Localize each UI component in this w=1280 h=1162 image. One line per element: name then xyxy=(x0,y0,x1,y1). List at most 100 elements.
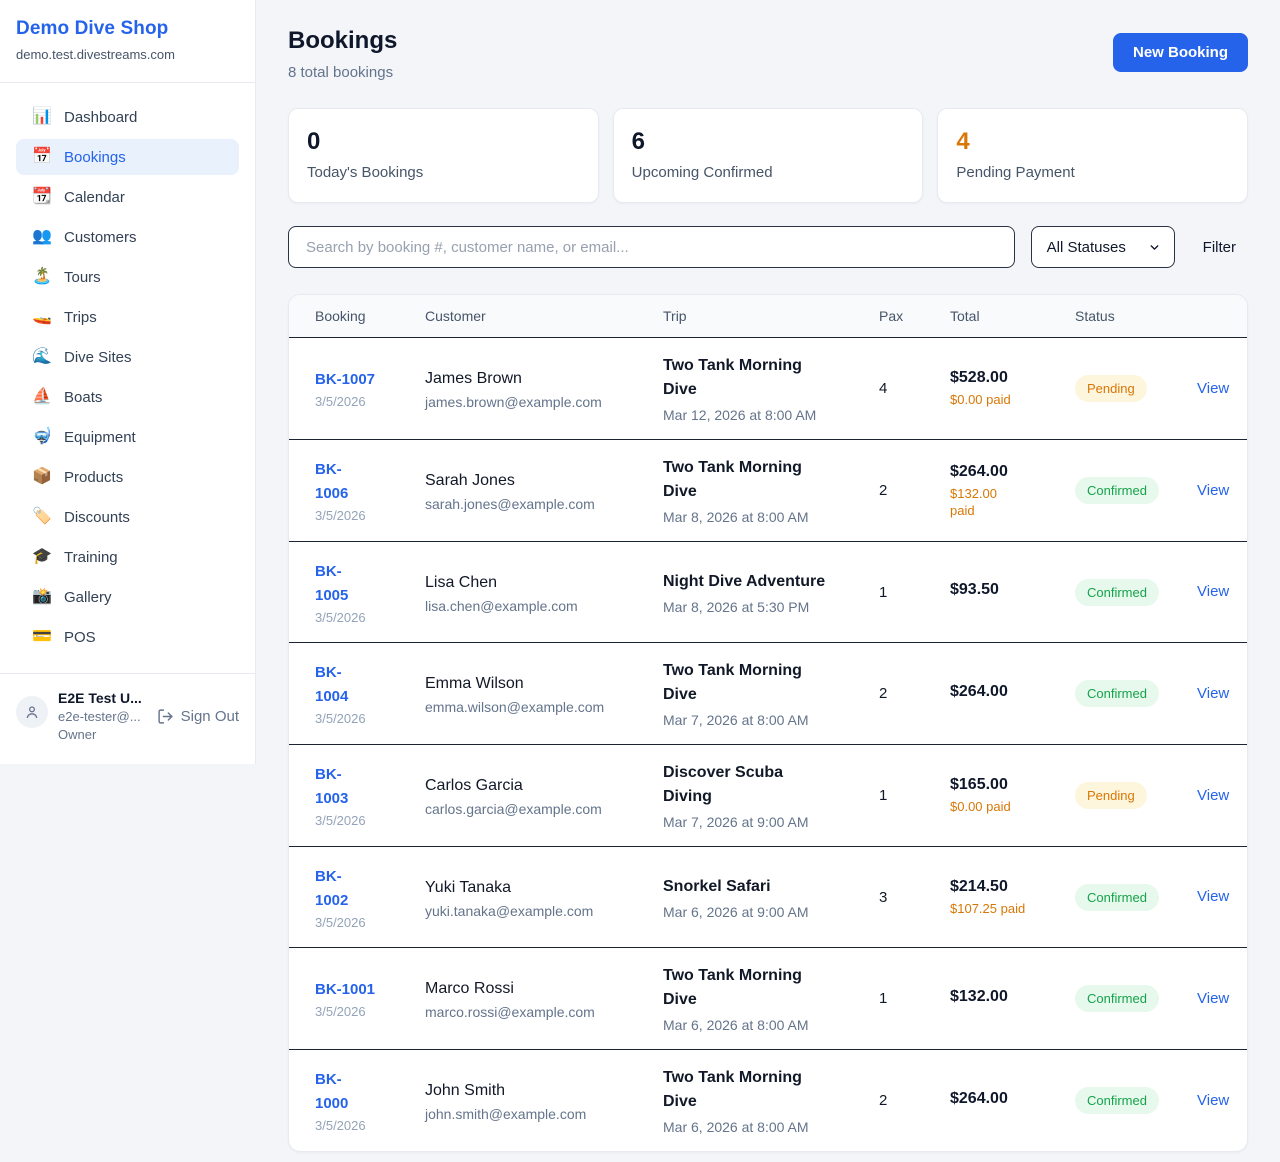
avatar xyxy=(16,696,48,728)
pax-count: 1 xyxy=(879,744,950,847)
view-link[interactable]: View xyxy=(1197,888,1230,905)
search-input[interactable] xyxy=(288,226,1015,268)
chevron-down-icon xyxy=(1150,244,1159,250)
customer-name: Yuki Tanaka xyxy=(425,878,511,896)
customer-email: john.smith@example.com xyxy=(425,1106,587,1122)
calendar-icon: 📆 xyxy=(32,188,52,205)
customer-name: Marco Rossi xyxy=(425,980,514,997)
view-link[interactable]: View xyxy=(1197,684,1230,702)
total-amount: $132.00 xyxy=(950,987,1008,1005)
sidebar-item-discounts[interactable]: 🏷️ Discounts xyxy=(16,499,239,535)
booking-date: 3/5/2026 xyxy=(315,1004,366,1019)
booking-date: 3/5/2026 xyxy=(315,609,366,625)
trip-datetime: Mar 6, 2026 at 9:00 AM xyxy=(663,903,809,920)
equipment-icon: 🤿 xyxy=(32,428,52,445)
column-header-actions xyxy=(1197,295,1247,338)
booking-link[interactable]: BK-1007 xyxy=(315,371,376,388)
booking-link[interactable]: BK- 1004 xyxy=(315,664,349,705)
table-row: BK- 1002 3/5/2026 Yuki Tanaka yuki.tanak… xyxy=(289,846,1247,948)
total-amount: $214.50 xyxy=(950,877,1008,895)
view-link[interactable]: View xyxy=(1197,379,1230,397)
customer-name: Emma Wilson xyxy=(425,675,524,692)
sidebar-item-gallery[interactable]: 📸 Gallery xyxy=(16,579,239,615)
booking-link[interactable]: BK- 1006 xyxy=(315,461,349,502)
booking-link[interactable]: BK- 1000 xyxy=(315,1071,349,1112)
sidebar-item-label: Gallery xyxy=(64,588,112,606)
booking-link[interactable]: BK- 1003 xyxy=(315,766,349,807)
sidebar-item-label: Customers xyxy=(64,228,137,246)
sidebar-item-pos[interactable]: 💳 POS xyxy=(16,619,239,655)
column-header-trip: Trip xyxy=(663,295,879,338)
trip-datetime: Mar 12, 2026 at 8:00 AM xyxy=(663,407,817,423)
paid-amount: $132.00 paid xyxy=(950,485,997,518)
sidebar-item-calendar[interactable]: 📆 Calendar xyxy=(16,179,239,215)
status-badge: Confirmed xyxy=(1075,985,1159,1012)
column-header-booking: Booking xyxy=(289,295,425,338)
customers-icon: 👥 xyxy=(32,228,52,245)
status-filter-select[interactable]: All Statuses xyxy=(1030,226,1175,268)
trips-icon: 🚤 xyxy=(32,308,52,325)
sidebar-item-dive-sites[interactable]: 🌊 Dive Sites xyxy=(16,339,239,375)
bookings-table-card: Booking Customer Trip Pax Total Status BK-100… xyxy=(288,294,1248,1152)
customer-email: carlos.garcia@example.com xyxy=(425,801,602,817)
sidebar-item-boats[interactable]: ⛵ Boats xyxy=(16,379,239,415)
status-badge: Confirmed xyxy=(1075,1087,1159,1114)
paid-amount: $0.00 paid xyxy=(950,392,1011,407)
trip-datetime: Mar 7, 2026 at 8:00 AM xyxy=(663,712,809,728)
view-link[interactable]: View xyxy=(1197,989,1230,1007)
pax-count: 3 xyxy=(879,846,950,948)
table-row: BK-1001 3/5/2026 Marco Rossi marco.rossi… xyxy=(289,947,1247,1050)
view-link[interactable]: View xyxy=(1197,583,1230,600)
stat-card-upcoming-confirmed: 6 Upcoming Confirmed xyxy=(612,108,924,203)
booking-link[interactable]: BK- 1005 xyxy=(315,562,349,604)
view-link[interactable]: View xyxy=(1197,481,1230,499)
sidebar-item-tours[interactable]: 🏝️ Tours xyxy=(16,259,239,295)
sign-out-button[interactable]: Sign Out xyxy=(157,708,239,725)
sidebar-item-products[interactable]: 📦 Products xyxy=(16,459,239,495)
trip-datetime: Mar 6, 2026 at 8:00 AM xyxy=(663,1017,809,1033)
column-header-total: Total xyxy=(950,295,1075,338)
customer-email: marco.rossi@example.com xyxy=(425,1004,595,1020)
total-amount: $93.50 xyxy=(950,581,999,598)
booking-link[interactable]: BK- 1002 xyxy=(315,867,349,909)
status-badge: Pending xyxy=(1075,782,1147,809)
filter-button[interactable]: Filter xyxy=(1191,239,1248,256)
pax-count: 2 xyxy=(879,1092,888,1109)
sidebar-item-dashboard[interactable]: 📊 Dashboard xyxy=(16,99,239,135)
sidebar-item-equipment[interactable]: 🤿 Equipment xyxy=(16,419,239,455)
brand-name: Demo Dive Shop xyxy=(16,18,169,39)
gallery-icon: 📸 xyxy=(32,588,52,605)
trip-name: Night Dive Adventure xyxy=(663,572,826,590)
sidebar-item-label: POS xyxy=(64,628,96,646)
booking-date: 3/5/2026 xyxy=(315,914,366,930)
sidebar-item-customers[interactable]: 👥 Customers xyxy=(16,219,239,255)
customer-name: James Brown xyxy=(425,370,522,387)
sidebar-item-label: Dive Sites xyxy=(64,348,132,366)
status-badge: Pending xyxy=(1075,375,1147,402)
user-name: E2E Test U... xyxy=(58,690,142,706)
sidebar-item-training[interactable]: 🎓 Training xyxy=(16,539,239,575)
pos-icon: 💳 xyxy=(32,628,52,645)
trip-datetime: Mar 8, 2026 at 5:30 PM xyxy=(663,598,810,615)
stat-value: 6 xyxy=(631,128,646,155)
new-booking-button[interactable]: New Booking xyxy=(1112,33,1248,72)
sidebar-item-label: Equipment xyxy=(64,428,136,446)
stat-label: Pending Payment xyxy=(956,164,1075,181)
booking-link[interactable]: BK-1001 xyxy=(315,981,376,998)
sidebar-item-bookings[interactable]: 📅 Bookings xyxy=(16,139,239,175)
tours-icon: 🏝️ xyxy=(32,268,52,285)
view-link[interactable]: View xyxy=(1197,1091,1230,1109)
stat-card-pending-payment: 4 Pending Payment xyxy=(937,108,1249,203)
column-header-pax: Pax xyxy=(879,295,950,338)
total-amount: $264.00 xyxy=(950,682,1008,700)
trip-name: Discover Scuba Diving xyxy=(663,764,784,805)
user-info: E2E Test U... e2e-tester@... Owner xyxy=(58,690,147,742)
bookings-icon: 📅 xyxy=(32,148,52,165)
paid-amount: $0.00 paid xyxy=(950,799,1011,814)
table-row: BK- 1004 3/5/2026 Emma Wilson emma.wilso… xyxy=(289,642,1247,745)
page-subtitle: 8 total bookings xyxy=(288,64,394,81)
sidebar-item-trips[interactable]: 🚤 Trips xyxy=(16,299,239,335)
view-link[interactable]: View xyxy=(1197,786,1230,804)
user-role: Owner xyxy=(58,727,97,742)
trip-name: Two Tank Morning Dive xyxy=(663,459,802,500)
